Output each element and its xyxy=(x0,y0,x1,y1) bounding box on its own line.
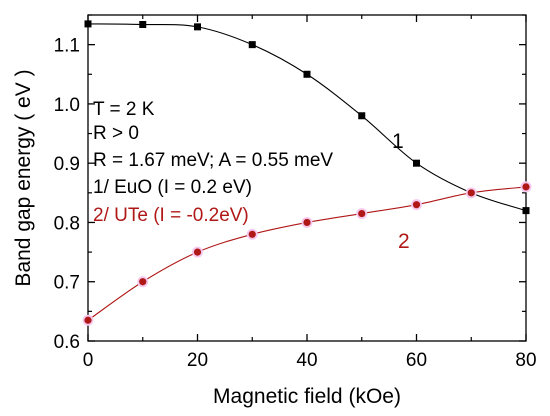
y-tick-label: 0.9 xyxy=(54,154,80,175)
series-2-point xyxy=(139,278,147,286)
series-label-2: 2 xyxy=(398,230,410,253)
annotation-parameters: R = 1.67 meV; A = 0.55 meV xyxy=(93,150,333,171)
series-1-point xyxy=(194,23,201,31)
series-2-point xyxy=(303,218,311,227)
x-tick-label: 20 xyxy=(187,350,208,371)
series-1-point xyxy=(303,70,311,78)
series-2-point xyxy=(467,189,475,197)
x-tick-label: 40 xyxy=(296,350,317,371)
series-1-point xyxy=(84,20,92,28)
y-axis-ticks: 0.6 0.7 0.8 0.9 1.0 1.1 xyxy=(54,14,526,353)
x-tick-label: 60 xyxy=(406,350,427,371)
series-2-point xyxy=(522,183,530,191)
series-1-point xyxy=(413,159,420,167)
y-tick-label: 0.6 xyxy=(54,332,80,353)
x-tick-label: 80 xyxy=(515,350,536,371)
x-tick-label: 0 xyxy=(83,350,94,371)
series-2-point xyxy=(412,201,421,209)
series-2-point xyxy=(84,316,92,324)
series-markers xyxy=(82,20,532,326)
y-tick-label: 0.8 xyxy=(54,213,80,234)
series-2-point xyxy=(248,230,256,238)
series-lines xyxy=(87,23,527,321)
y-tick-label: 1.0 xyxy=(54,95,80,116)
y-tick-label: 0.7 xyxy=(54,273,80,294)
series-2-point xyxy=(358,209,366,218)
y-axis-label: Band gap energy ( eV ) xyxy=(12,69,35,286)
annotation-temperature: T = 2 K xyxy=(93,99,155,120)
annotation-euo: 1/ EuO (I = 0.2 eV) xyxy=(93,177,252,198)
x-axis-ticks: 0 20 40 60 80 xyxy=(83,15,537,371)
series-1-point xyxy=(139,20,147,28)
x-axis-label: Magnetic field (kOe) xyxy=(213,385,401,408)
series-1-point xyxy=(358,112,366,120)
annotation-r-sign: R > 0 xyxy=(93,123,139,144)
series-1-point xyxy=(522,207,530,215)
series-1-point xyxy=(248,41,256,49)
series-label-1: 1 xyxy=(392,130,404,153)
annotation-ute: 2/ UTe (I = -0.2eV) xyxy=(93,205,249,226)
series-2-point xyxy=(193,248,202,256)
y-tick-label: 1.1 xyxy=(54,36,80,57)
